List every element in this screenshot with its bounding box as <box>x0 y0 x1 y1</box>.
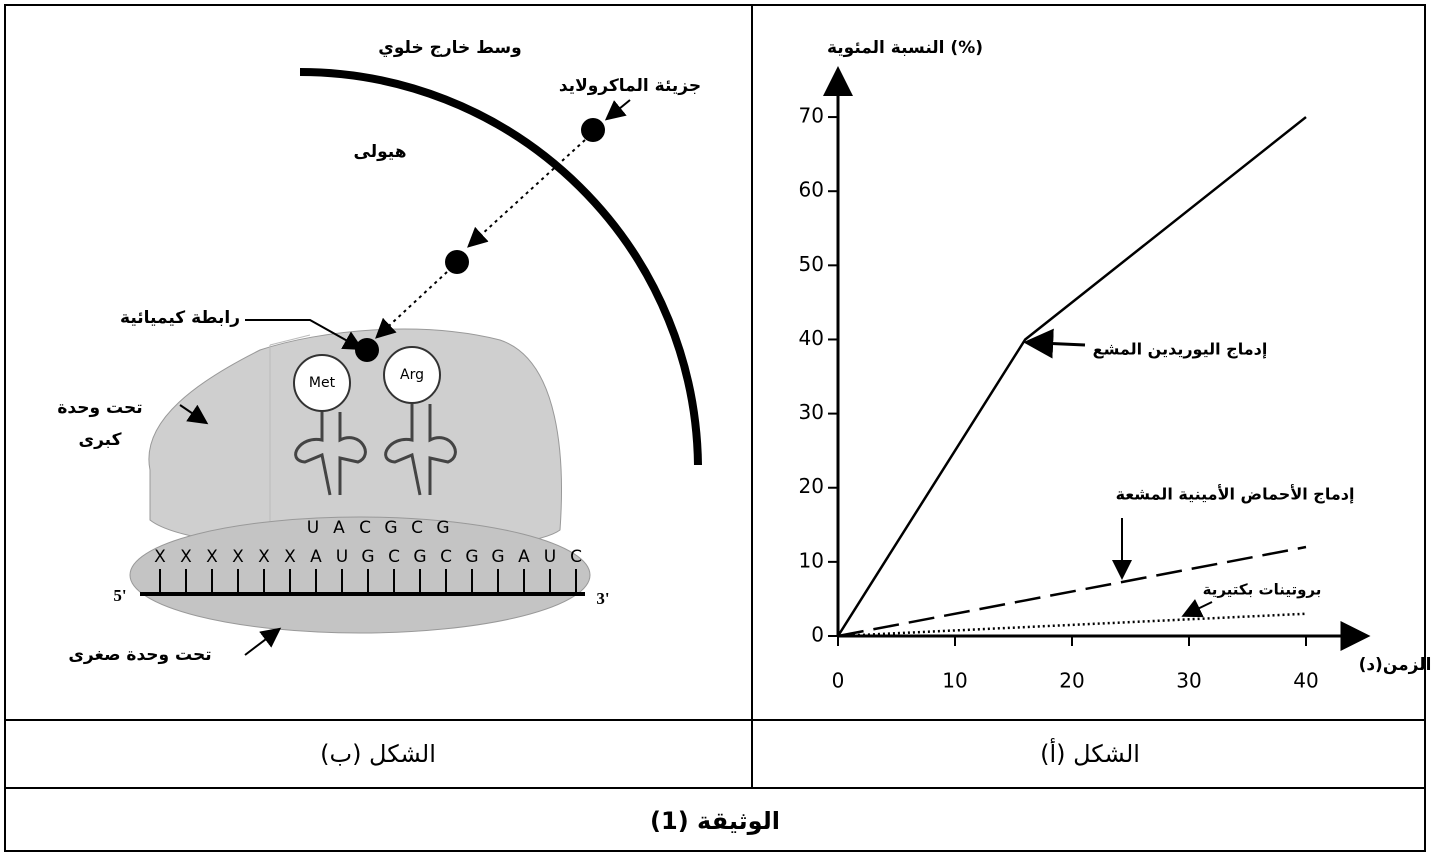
mrna-base: X <box>232 547 244 567</box>
label: تحت وحدة صغرى <box>68 645 211 665</box>
y-tick-label: 60 <box>799 178 824 202</box>
page: الشكل (ب) الشكل (أ) الوثيقة (1) Met Arg … <box>0 0 1432 854</box>
label: جزيئة الماكرولايد <box>559 76 701 96</box>
mrna-base: C <box>388 547 400 567</box>
x-tick-label: 30 <box>1176 669 1201 693</box>
mrna-base: X <box>180 547 192 567</box>
label: رابطة كيميائية <box>120 308 240 328</box>
document: الشكل (ب) الشكل (أ) الوثيقة (1) Met Arg … <box>0 0 1432 854</box>
series-line <box>838 117 1306 636</box>
anticodon-base: G <box>384 518 397 538</box>
anticodon-base: U <box>307 518 319 538</box>
annotation-arrow <box>1029 342 1085 345</box>
mrna-end: 3' <box>596 589 609 608</box>
mrna-base: G <box>413 547 426 567</box>
x-tick-label: 10 <box>942 669 967 693</box>
series-label: بروتينات بكتيرية <box>1203 581 1322 599</box>
mrna-base: A <box>518 547 530 567</box>
anticodon-base: A <box>333 518 345 538</box>
mrna-end: 5' <box>113 586 126 605</box>
mrna-base: C <box>570 547 582 567</box>
mrna-base: G <box>491 547 504 567</box>
caption: الوثيقة (1) <box>650 807 780 835</box>
y-tick-label: 50 <box>799 252 824 276</box>
label: تحت وحدة <box>57 398 142 418</box>
mrna-base: X <box>206 547 218 567</box>
anticodon-base: C <box>359 518 371 538</box>
y-tick-label: 40 <box>799 326 824 350</box>
pointer <box>245 630 278 655</box>
y-tick-label: 10 <box>799 548 824 572</box>
x-tick-label: 0 <box>832 669 845 693</box>
y-tick-label: 20 <box>799 474 824 498</box>
mrna-base: C <box>440 547 452 567</box>
y-tick-label: 30 <box>799 400 824 424</box>
mrna-base: G <box>361 547 374 567</box>
anticodon-base: G <box>436 518 449 538</box>
anticodon-base: C <box>411 518 423 538</box>
x-tick-label: 20 <box>1059 669 1084 693</box>
trna-label: Met <box>309 375 336 391</box>
x-tick-label: 40 <box>1293 669 1318 693</box>
series-line <box>838 614 1306 636</box>
trna-label: Arg <box>400 367 424 383</box>
mrna-base: U <box>336 547 348 567</box>
series-label: إدماج اليوريدين المشع <box>1093 340 1268 359</box>
label: وسط خارج خلوي <box>378 38 521 58</box>
mrna-base: X <box>284 547 296 567</box>
mrna-base: X <box>154 547 166 567</box>
mrna-base: U <box>544 547 556 567</box>
x-axis-label: الزمن(د) <box>1359 655 1432 675</box>
mrna-base: X <box>258 547 270 567</box>
caption: الشكل (أ) <box>1040 738 1140 768</box>
ribosome <box>130 329 590 633</box>
mrna-base: G <box>465 547 478 567</box>
label: كبرى <box>79 430 122 450</box>
mrna-base: A <box>310 547 322 567</box>
y-tick-label: 0 <box>811 623 824 647</box>
series-label: إدماج الأحماض الأمينية المشعة <box>1116 485 1355 504</box>
y-axis-label: النسبة المئوية (%) <box>827 38 983 58</box>
caption: الشكل (ب) <box>320 740 436 768</box>
annotation-arrow <box>1185 602 1212 615</box>
label: هيولى <box>354 142 407 162</box>
y-tick-label: 70 <box>799 104 824 128</box>
